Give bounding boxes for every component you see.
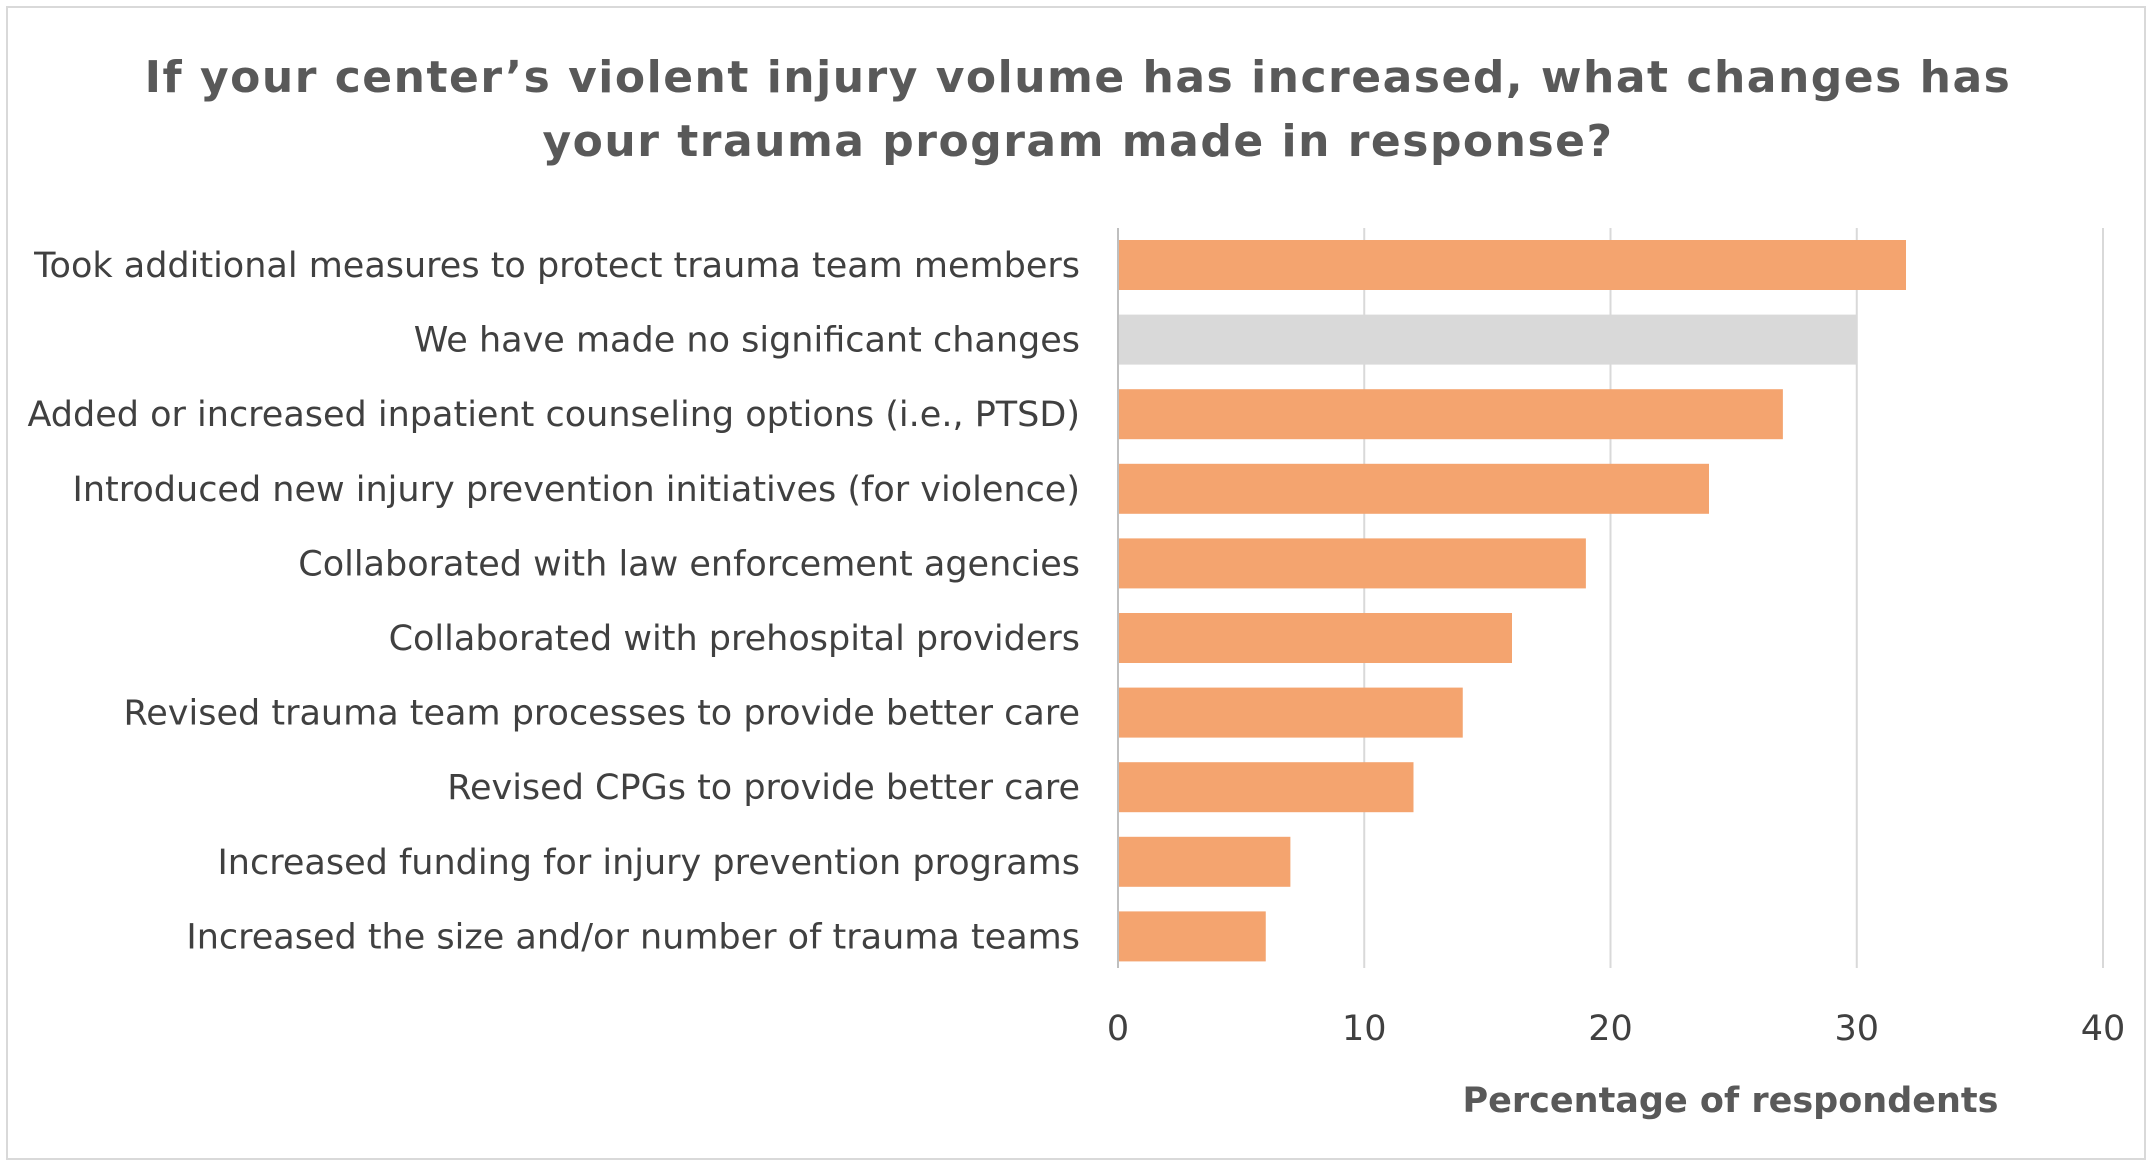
x-tick-label: 0: [1107, 1009, 1129, 1049]
x-tick-label: 30: [1834, 1009, 1879, 1049]
x-tick-label: 40: [2081, 1009, 2126, 1049]
category-label: Collaborated with prehospital providers: [389, 619, 1080, 659]
chart-title: If your center’s violent injury volume h…: [8, 46, 2148, 174]
category-label: Revised trauma team processes to provide…: [124, 694, 1080, 734]
chart-frame: If your center’s violent injury volume h…: [6, 6, 2146, 1160]
category-label: Added or increased inpatient counseling …: [27, 395, 1080, 435]
bar: [1119, 836, 1291, 887]
category-label: We have made no significant changes: [414, 321, 1080, 361]
chart-title-line-1: If your center’s violent injury volume h…: [144, 52, 2012, 103]
category-label: Collaborated with law enforcement agenci…: [298, 544, 1080, 584]
x-tick-label: 20: [1588, 1009, 1633, 1049]
category-label: Increased funding for injury prevention …: [217, 843, 1080, 883]
x-tick-label: 10: [1342, 1009, 1387, 1049]
chart-title-line-2: your trauma program made in response?: [542, 116, 1614, 167]
bar: [1119, 463, 1709, 514]
bar: [1119, 687, 1463, 738]
bars: [1119, 240, 1906, 962]
bar: [1119, 314, 1857, 365]
category-labels: Took additional measures to protect trau…: [27, 246, 1080, 957]
category-label: Took additional measures to protect trau…: [33, 246, 1080, 286]
bar: [1119, 911, 1266, 962]
category-label: Revised CPGs to provide better care: [447, 768, 1080, 808]
category-label: Increased the size and/or number of trau…: [186, 917, 1080, 957]
bar: [1119, 389, 1783, 440]
category-label: Introduced new injury prevention initiat…: [73, 470, 1080, 510]
x-axis-title: Percentage of respondents: [1463, 1081, 1999, 1121]
bar: [1119, 538, 1586, 589]
bar: [1119, 613, 1512, 663]
bar: [1119, 762, 1414, 813]
x-tick-labels: 0 10 20 30 40: [1107, 1009, 2125, 1049]
bar: [1119, 240, 1906, 290]
